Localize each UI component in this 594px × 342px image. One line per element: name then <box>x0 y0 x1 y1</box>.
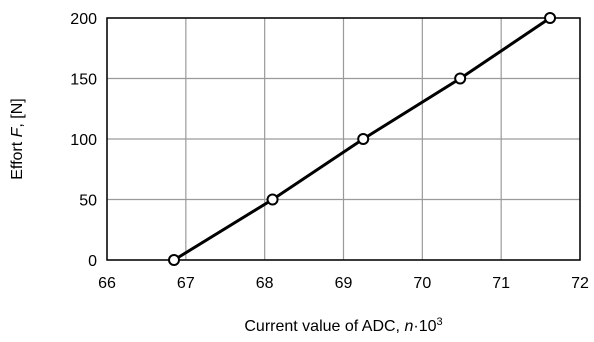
data-points <box>168 12 557 266</box>
data-point <box>357 133 370 145</box>
x-tick-label: 68 <box>256 275 274 292</box>
x-axis-title-mid: ·10 <box>413 318 436 335</box>
y-tick-label: 50 <box>79 193 97 210</box>
y-axis-title-prefix: Effort <box>9 137 26 179</box>
y-tick-label: 100 <box>70 132 97 149</box>
x-axis-title-sup: 3 <box>436 316 442 328</box>
x-tick-label: 66 <box>98 275 116 292</box>
data-point <box>266 193 279 206</box>
y-axis-title-suffix: , [N] <box>9 98 26 127</box>
x-tick-label: 67 <box>177 275 195 292</box>
x-axis-title-prefix: Current value of ADC, <box>244 318 404 335</box>
x-tick-labels: 66 67 68 69 70 71 72 <box>98 275 589 292</box>
data-point <box>544 12 557 24</box>
grid <box>106 17 581 261</box>
x-axis-title: Current value of ADC, n·103 <box>244 316 442 335</box>
data-point <box>454 72 467 85</box>
y-axis-title: Effort F, [N] <box>9 98 26 180</box>
y-tick-label: 150 <box>70 72 97 89</box>
x-tick-label: 70 <box>413 275 431 292</box>
y-tick-labels: 0 50 100 150 200 <box>70 11 97 270</box>
x-tick-label: 69 <box>335 275 353 292</box>
x-axis-title-var: n <box>404 318 413 335</box>
plot-frame <box>106 17 581 261</box>
x-tick-label: 71 <box>492 275 510 292</box>
data-point <box>168 254 181 266</box>
y-axis-title-var: F <box>9 126 26 137</box>
x-tick-label: 72 <box>571 275 589 292</box>
y-tick-label: 0 <box>88 253 97 270</box>
y-tick-label: 200 <box>70 11 97 28</box>
